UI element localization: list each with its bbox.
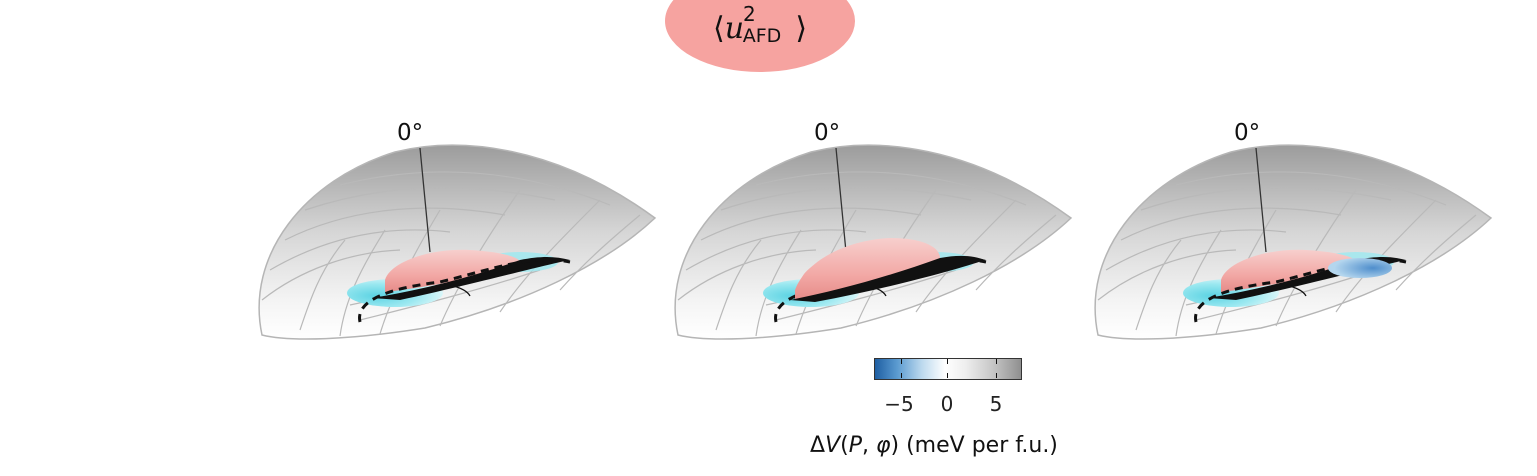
panel-2-angle-label: 0°: [814, 120, 841, 146]
colorbar-tick-zero-bottom: [947, 373, 948, 378]
colorbar-title-var: V: [825, 433, 841, 458]
colorbar-label-zero: 0: [940, 392, 954, 416]
colorbar-tick-neg-bottom: [901, 373, 902, 378]
colorbar-title-sep: ,: [862, 433, 876, 458]
colorbar-title-units: (meV per f.u.): [899, 433, 1058, 458]
title-superscript: 2: [743, 2, 756, 26]
colorbar-title-open: (: [840, 433, 849, 458]
colorbar-tick-pos-bottom: [996, 373, 997, 378]
colorbar-title-delta: Δ: [810, 433, 826, 458]
colorbar-title-phi: φ: [876, 433, 891, 458]
colorbar-title-p: P: [848, 433, 862, 458]
panel-1: [257, 143, 657, 341]
title-close-bracket: ⟩: [795, 10, 808, 46]
title-formula: ⟨ u 2 AFD ⟩: [665, 0, 855, 56]
title-open-bracket: ⟨: [712, 10, 725, 46]
title-variable: u: [724, 10, 745, 46]
colorbar-tick-neg: [901, 359, 902, 364]
colorbar-tick-zero: [947, 359, 948, 364]
colorbar-title-close: ): [890, 433, 900, 458]
title-subscript: AFD: [742, 25, 782, 47]
panel-2: [673, 143, 1073, 341]
panel-1-angle-label: 0°: [397, 120, 424, 146]
colorbar-title: ΔV(P, φ) (meV per f.u.): [810, 433, 1058, 458]
colorbar-label-pos: 5: [989, 392, 1003, 416]
colorbar: [874, 358, 1022, 380]
panel-3: [1093, 143, 1493, 341]
colorbar-label-neg: −5: [884, 392, 914, 416]
colorbar-tick-pos: [996, 359, 997, 364]
panel-3-angle-label: 0°: [1234, 120, 1261, 146]
